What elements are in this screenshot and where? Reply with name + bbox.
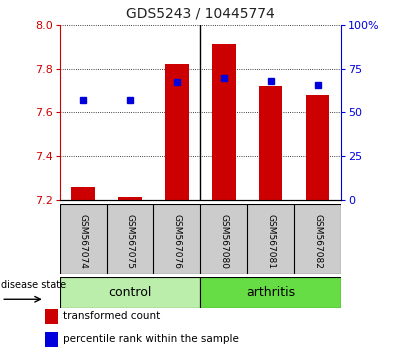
Text: GSM567076: GSM567076 bbox=[172, 214, 181, 269]
Text: GSM567081: GSM567081 bbox=[266, 214, 275, 269]
Bar bbox=[200, 277, 341, 308]
Title: GDS5243 / 10445774: GDS5243 / 10445774 bbox=[126, 7, 275, 21]
Bar bbox=[306, 95, 329, 200]
Text: disease state: disease state bbox=[1, 280, 66, 290]
Bar bbox=[72, 187, 95, 200]
Text: arthritis: arthritis bbox=[246, 286, 296, 299]
Bar bbox=[60, 204, 341, 274]
Text: GSM567075: GSM567075 bbox=[125, 214, 134, 269]
Bar bbox=[46, 332, 58, 347]
Bar bbox=[165, 64, 189, 200]
Bar bbox=[60, 277, 200, 308]
Text: control: control bbox=[108, 286, 152, 299]
Bar bbox=[46, 309, 58, 324]
Text: GSM567074: GSM567074 bbox=[79, 214, 88, 269]
Text: GSM567080: GSM567080 bbox=[219, 214, 229, 269]
Text: percentile rank within the sample: percentile rank within the sample bbox=[63, 335, 239, 344]
Text: GSM567082: GSM567082 bbox=[313, 214, 322, 269]
Bar bbox=[259, 86, 282, 200]
Bar bbox=[212, 45, 236, 200]
Text: transformed count: transformed count bbox=[63, 312, 160, 321]
Bar bbox=[118, 197, 142, 200]
